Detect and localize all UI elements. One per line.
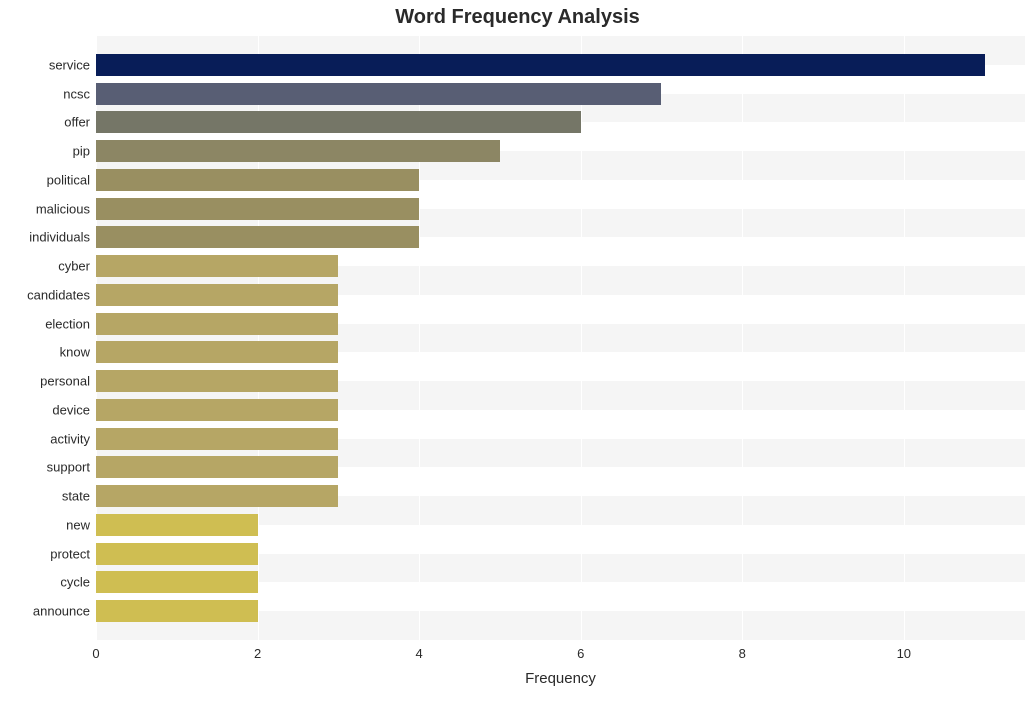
y-tick-label: state (62, 489, 90, 504)
y-tick-label: cyber (58, 259, 90, 274)
bar (96, 571, 258, 593)
y-tick-label: ncsc (63, 86, 90, 101)
y-tick-label: protect (50, 546, 90, 561)
y-tick-label: pip (73, 144, 90, 159)
x-tick-label: 4 (416, 646, 423, 661)
y-tick-label: support (47, 460, 90, 475)
y-tick-label: political (47, 172, 90, 187)
y-tick-label: service (49, 57, 90, 72)
x-axis-title: Frequency (96, 670, 1025, 687)
bar (96, 543, 258, 565)
y-tick-label: individuals (29, 230, 90, 245)
bar (96, 54, 985, 76)
bar (96, 370, 338, 392)
bar (96, 169, 419, 191)
plot-area (96, 36, 1025, 640)
y-tick-label: know (60, 345, 90, 360)
bar (96, 198, 419, 220)
y-tick-label: activity (50, 431, 90, 446)
bar (96, 514, 258, 536)
y-tick-label: device (52, 402, 90, 417)
y-tick-label: malicious (36, 201, 90, 216)
chart-title: Word Frequency Analysis (0, 6, 1035, 29)
bar (96, 428, 338, 450)
y-tick-label: election (45, 316, 90, 331)
bar (96, 111, 581, 133)
bar (96, 83, 661, 105)
bar (96, 313, 338, 335)
bar (96, 485, 338, 507)
x-tick-label: 8 (739, 646, 746, 661)
x-tick-label: 10 (897, 646, 911, 661)
bar (96, 226, 419, 248)
y-tick-label: offer (64, 115, 90, 130)
y-tick-label: cycle (60, 575, 90, 590)
y-tick-label: personal (40, 374, 90, 389)
grid-line (581, 36, 582, 640)
x-tick-label: 6 (577, 646, 584, 661)
x-tick-label: 0 (92, 646, 99, 661)
bar (96, 255, 338, 277)
y-tick-label: candidates (27, 287, 90, 302)
chart-container: Word Frequency Analysis Frequency 0 2 4 6 8 1… (0, 0, 1035, 701)
y-tick-label: new (66, 517, 90, 532)
bar (96, 600, 258, 622)
x-tick-label: 2 (254, 646, 261, 661)
bar (96, 284, 338, 306)
grid-line (742, 36, 743, 640)
y-tick-label: announce (33, 604, 90, 619)
bar (96, 341, 338, 363)
grid-line (904, 36, 905, 640)
bar (96, 140, 500, 162)
bar (96, 456, 338, 478)
bar (96, 399, 338, 421)
